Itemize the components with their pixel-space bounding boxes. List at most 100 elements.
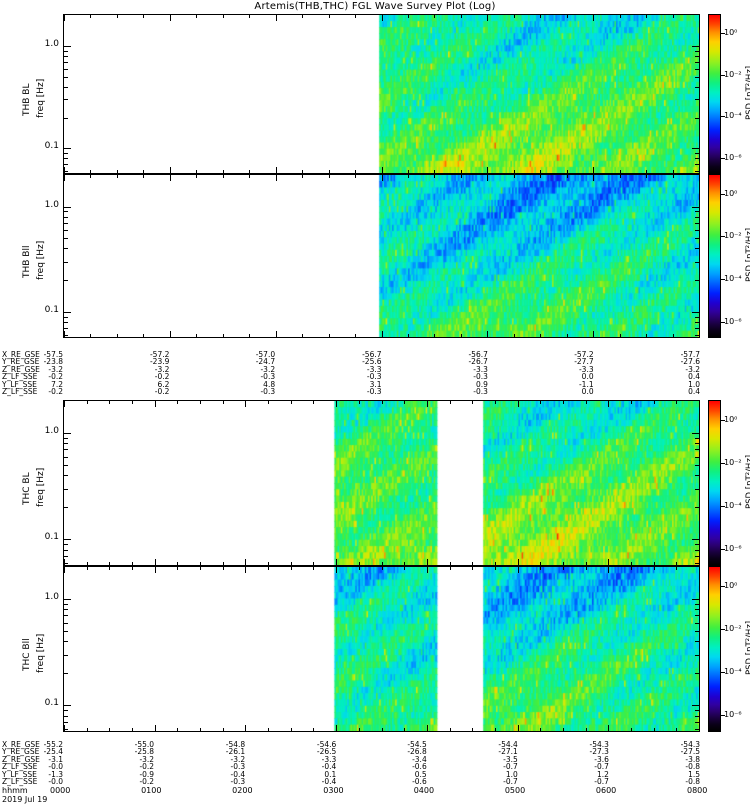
spectrogram-panel-thb-bl[interactable] [63, 14, 700, 174]
x-tick-minor [329, 170, 330, 173]
y-tick-label: 1.0 [44, 426, 59, 436]
y-tick-minor [64, 322, 68, 323]
y-tick-major [692, 312, 699, 313]
x-tick-minor [495, 401, 496, 404]
x-tick-major [64, 567, 65, 573]
x-tick-minor [586, 728, 587, 731]
x-tick-minor [382, 401, 383, 404]
x-tick-minor [563, 567, 564, 570]
x-tick-minor [472, 567, 473, 570]
y-tick-label: 1.0 [44, 200, 59, 210]
x-tick-minor [673, 15, 674, 18]
x-tick-minor [223, 567, 224, 570]
x-tick-minor [404, 728, 405, 731]
colorbar-tick-label: 10⁻⁴ [724, 274, 742, 283]
x-tick-major [518, 559, 519, 565]
colorbar-thb-bll[interactable] [708, 174, 721, 338]
x-tick-minor [567, 334, 568, 337]
colorbar-thc-bl[interactable] [708, 400, 721, 566]
y-tick-minor [695, 118, 699, 119]
x-tick-major [608, 559, 609, 565]
y-tick-minor [695, 322, 699, 323]
axis-value-column: -57.2 -23.9 -3.2 -0.2 6.2 -0.2 [149, 350, 170, 397]
colorbar-tick [721, 420, 725, 421]
x-tick-major [487, 331, 488, 337]
x-tick-minor [495, 567, 496, 570]
colorbar-thc-bll[interactable] [708, 566, 721, 732]
x-tick-minor [355, 334, 356, 337]
spectrogram-panel-thb-bll[interactable] [63, 174, 700, 338]
y-tick-minor [695, 604, 699, 605]
x-tick-minor [313, 728, 314, 731]
colorbar-tick-label: 10⁻² [724, 70, 742, 79]
y-tick-minor [64, 262, 68, 263]
x-tick-major [155, 567, 156, 573]
time-axis-label: hhmm [2, 786, 28, 795]
x-tick-minor [586, 562, 587, 565]
y-tick-minor [64, 623, 68, 624]
x-tick-major [487, 15, 488, 21]
x-tick-minor [676, 728, 677, 731]
x-tick-minor [177, 728, 178, 731]
colorbar-tick-label: 10⁻⁶ [724, 153, 742, 162]
x-tick-minor [291, 567, 292, 570]
colorbar-tick [721, 586, 725, 587]
x-tick-minor [434, 175, 435, 178]
y-tick-minor [695, 99, 699, 100]
x-tick-major [487, 167, 488, 173]
x-tick-minor [87, 562, 88, 565]
colorbar-tick [721, 158, 725, 159]
x-tick-minor [382, 562, 383, 565]
spectrogram-panel-thc-bll[interactable] [63, 566, 700, 732]
x-tick-major [170, 175, 171, 181]
y-tick-label: 0.1 [44, 141, 59, 151]
y-tick-label: 1.0 [44, 39, 59, 49]
x-tick-minor [676, 562, 677, 565]
x-tick-major [155, 725, 156, 731]
y-tick-minor [695, 335, 699, 336]
x-tick-major [170, 167, 171, 173]
x-tick-major [245, 567, 246, 573]
y-tick-minor [695, 230, 699, 231]
x-tick-major [276, 331, 277, 337]
x-tick-minor [196, 334, 197, 337]
x-tick-minor [355, 175, 356, 178]
x-tick-minor [355, 15, 356, 18]
x-tick-major [64, 725, 65, 731]
x-tick-major [518, 401, 519, 407]
x-tick-major [64, 15, 65, 21]
y-tick-major [64, 148, 71, 149]
x-tick-minor [223, 175, 224, 178]
x-tick-major [608, 401, 609, 407]
y-tick-minor [64, 673, 68, 674]
x-tick-minor [313, 562, 314, 565]
y-tick-minor [64, 443, 68, 444]
y-tick-major [64, 599, 71, 600]
colorbar-thb-bl[interactable] [708, 14, 721, 174]
x-tick-major [336, 559, 337, 565]
colorbar-tick [721, 322, 725, 323]
x-tick-major [276, 175, 277, 181]
x-tick-minor [302, 334, 303, 337]
y-tick-minor [64, 609, 68, 610]
y-tick-major [64, 705, 71, 706]
x-tick-minor [143, 15, 144, 18]
colorbar-title-thb-bll: PSD [nT²/Hz] [745, 227, 750, 282]
y-axis-label-thc-bl: freq [Hz] [36, 467, 46, 507]
y-tick-major [692, 433, 699, 434]
y-tick-minor [695, 69, 699, 70]
x-tick-minor [90, 175, 91, 178]
colorbar-tick-label: 10⁻⁴ [724, 111, 742, 120]
y-tick-label: 1.0 [44, 592, 59, 602]
y-tick-minor [64, 87, 68, 88]
y-tick-minor [64, 716, 68, 717]
spectrogram-panel-thc-bl[interactable] [63, 400, 700, 566]
colorbar-tick [721, 279, 725, 280]
x-tick-minor [450, 728, 451, 731]
x-tick-minor [249, 170, 250, 173]
y-tick-minor [64, 158, 68, 159]
y-tick-minor [695, 631, 699, 632]
x-tick-minor [329, 334, 330, 337]
x-tick-minor [117, 15, 118, 18]
x-tick-minor [177, 567, 178, 570]
